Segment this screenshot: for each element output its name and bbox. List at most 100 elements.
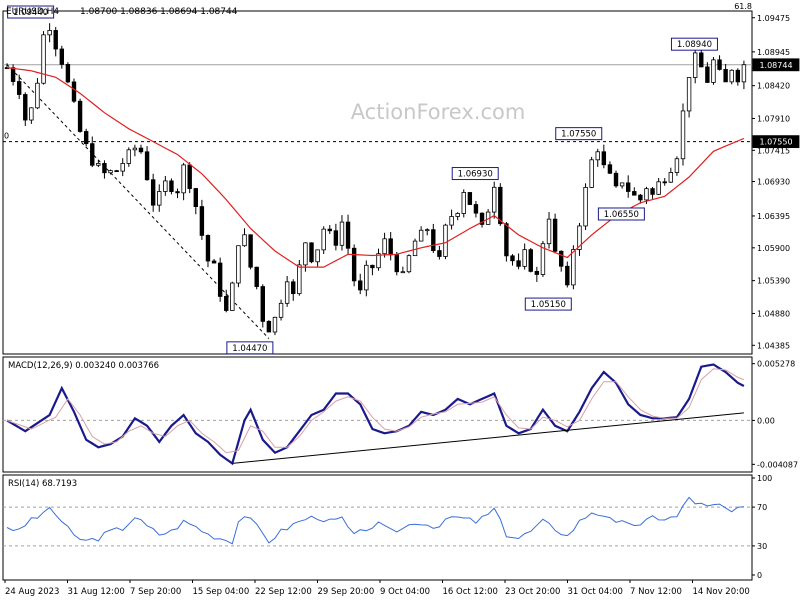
candle-body (516, 260, 521, 267)
candle-body (443, 224, 448, 257)
price-annotation-label: 1.08940 (677, 40, 712, 50)
time-axis-label: 29 Sep 20:00 (318, 587, 375, 597)
time-axis-label: 23 Oct 20:00 (505, 587, 560, 597)
price-annotation-box (451, 167, 499, 181)
price-annotation-label: 1.07550 (561, 130, 596, 140)
candle-body (351, 247, 357, 282)
candle-body (455, 213, 460, 217)
candle-body (412, 240, 418, 257)
time-axis-label: 7 Sep 20:00 (130, 587, 181, 597)
macd-axis-label: 0.00 (757, 416, 775, 425)
price-axis-label: 1.04385 (757, 341, 790, 350)
candle-body (680, 110, 686, 160)
candle-body (540, 243, 546, 275)
candle-body (492, 186, 497, 213)
moving-average-line (6, 67, 745, 268)
price-axis-label: 1.05900 (757, 244, 790, 253)
candle-body (686, 77, 692, 112)
candle-body (619, 182, 625, 187)
candle-body (662, 181, 667, 184)
chart-ohlc-label: 1.08700 1.08836 1.08694 1.08744 (80, 7, 238, 17)
candle-body (583, 186, 588, 227)
candle-body (132, 147, 138, 151)
candle-body (303, 242, 308, 266)
candle-body (425, 229, 430, 232)
macd-panel-frame (2, 356, 753, 473)
time-axis-label: 7 Nov 12:00 (630, 587, 682, 597)
chart-symbol-label: EURUSD,H4 (6, 7, 59, 17)
price-annotation-box (597, 207, 645, 221)
candle-body (705, 66, 710, 83)
macd-axis-label: -0.004087 (757, 460, 798, 469)
candle-body (211, 260, 217, 264)
candle-body (217, 262, 223, 297)
candle-body (248, 234, 253, 268)
candle-body (589, 159, 594, 188)
time-axis-label: 9 Oct 04:00 (380, 587, 430, 597)
candle-body (205, 234, 211, 262)
candle-body (382, 238, 387, 255)
time-axis-label: 14 Nov 20:00 (693, 587, 750, 597)
rsi-axis-label: 100 (757, 474, 772, 483)
candle-body (632, 191, 637, 196)
candle-body (473, 204, 479, 214)
time-axis-label: 24 Aug 2023 (5, 587, 59, 597)
candle-body (150, 179, 156, 206)
rsi-line (6, 496, 744, 545)
macd-axis-label: 0.005278 (757, 360, 795, 369)
candle-body (193, 188, 198, 207)
main-panel-frame (2, 10, 753, 355)
time-axis-label: 22 Sep 12:00 (255, 587, 312, 597)
candle-body (199, 206, 205, 236)
candle-body (431, 229, 436, 251)
price-annotation-label: 1.05150 (531, 300, 566, 310)
candle-body (577, 225, 582, 250)
candle-body (406, 255, 412, 273)
current-price-badge-box (752, 58, 800, 72)
candle-body (449, 216, 454, 226)
price-annotation-label: 1.04470 (232, 344, 267, 354)
candle-body (467, 192, 473, 205)
candle-body (65, 63, 71, 83)
candle-body (29, 107, 34, 121)
watermark: ActionForex.com (351, 100, 526, 124)
candle-body (114, 170, 119, 173)
candle-body (120, 163, 125, 172)
candle-body (71, 81, 77, 102)
price-annotation-box (226, 341, 274, 355)
macd-trend-line (232, 412, 744, 464)
candle-body (552, 218, 558, 252)
candle-body (157, 191, 162, 206)
candle-body (327, 228, 332, 232)
candle-body (644, 188, 649, 201)
candle-body (144, 151, 150, 181)
candle-body (510, 255, 515, 262)
candle-body (108, 170, 113, 174)
candle-body (333, 230, 339, 246)
candle-body (625, 182, 631, 192)
candle-body (711, 59, 716, 83)
price-annotation-box (524, 297, 572, 311)
candle-body (613, 172, 619, 187)
downtrend-line (6, 64, 270, 339)
candle-body (242, 234, 247, 247)
candle-body (230, 282, 235, 311)
candle-body (699, 52, 704, 68)
candle-body (461, 192, 466, 214)
candle-body (53, 30, 58, 50)
rsi-axis-label: 70 (757, 503, 767, 512)
candle-body (546, 218, 552, 245)
macd-signal-line (6, 368, 745, 454)
candle-body (674, 158, 680, 173)
candle-body (260, 286, 265, 322)
candle-body (717, 59, 722, 70)
price-axis-label: 1.06395 (757, 212, 790, 221)
candle-body (138, 147, 144, 153)
candle-body (224, 296, 229, 311)
candle-body (90, 143, 95, 166)
rsi-panel-frame (2, 474, 753, 581)
candle-body (297, 264, 302, 295)
candle-body (559, 250, 564, 267)
candle-body (534, 270, 540, 275)
candle-body (254, 266, 259, 287)
